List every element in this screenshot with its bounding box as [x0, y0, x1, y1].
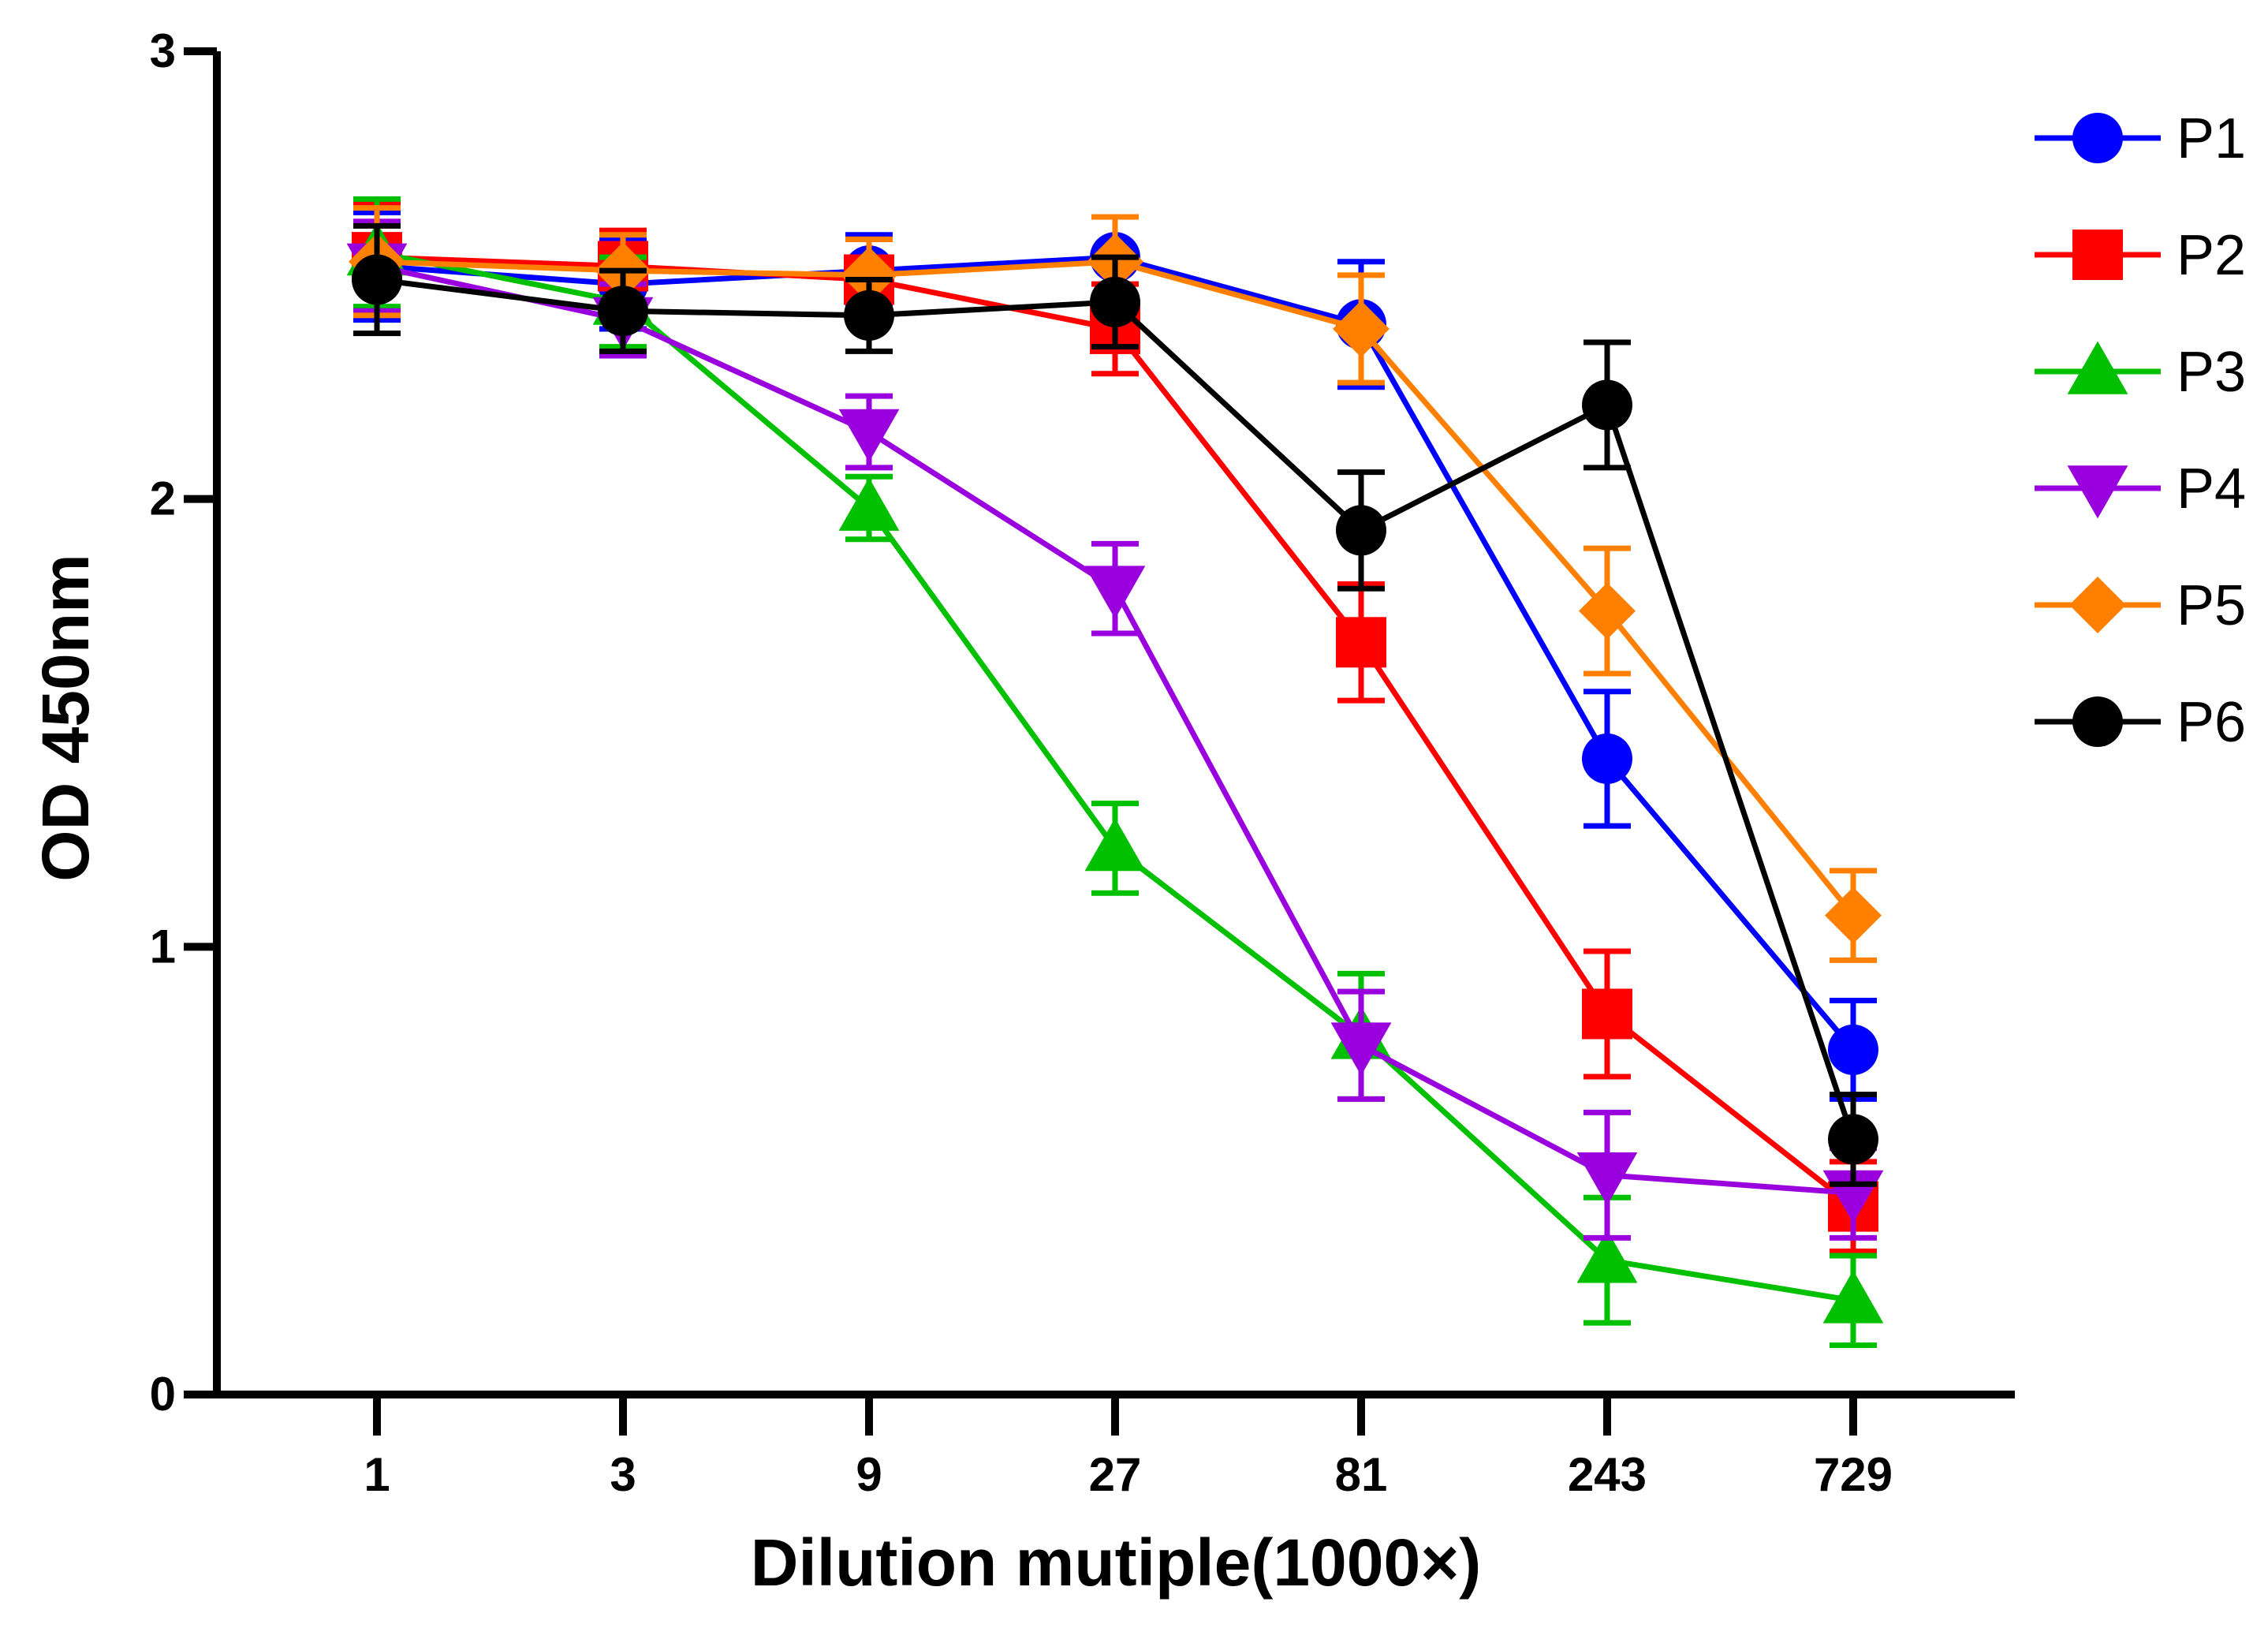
legend-marker [2067, 465, 2128, 519]
x-tick-label: 27 [1089, 1448, 1142, 1501]
data-point [844, 289, 894, 341]
data-point [1576, 1152, 1638, 1206]
data-point [841, 246, 897, 304]
legend-label: P4 [2177, 457, 2246, 521]
data-point [1828, 1114, 1878, 1165]
legend-label: P6 [2177, 691, 2246, 754]
x-tick-label: 9 [856, 1448, 882, 1501]
y-tick-label: 0 [150, 1368, 176, 1421]
x-tick-label: 729 [1814, 1448, 1893, 1501]
legend-item-p5: P5 [2035, 574, 2246, 637]
data-point [352, 254, 402, 305]
data-point [1084, 818, 1146, 872]
data-point [1336, 617, 1386, 668]
legend: P1 P2 P3 P4 P5 P6 [2035, 107, 2246, 754]
legend-marker [2072, 230, 2123, 280]
data-point [1333, 300, 1390, 357]
legend-marker [2072, 696, 2123, 747]
series-p2 [352, 200, 1878, 1254]
legend-label: P5 [2177, 574, 2246, 637]
legend-label: P2 [2177, 224, 2246, 287]
data-point [1084, 566, 1146, 619]
legend-item-p1: P1 [2035, 107, 2246, 170]
data-point [1582, 988, 1632, 1040]
legend-item-p2: P2 [2035, 224, 2246, 287]
legend-marker [2067, 341, 2128, 394]
legend-marker [2069, 577, 2126, 633]
data-point [1825, 887, 1882, 944]
series-p6 [352, 222, 1878, 1187]
y-axis-title: OD 450nm [28, 554, 103, 882]
legend-label: P3 [2177, 341, 2246, 404]
data-point [1582, 379, 1632, 431]
x-tick-label: 243 [1568, 1448, 1647, 1501]
series-layer [346, 196, 1884, 1349]
x-axis-title: Dilution mutiple(1000×) [751, 1525, 1481, 1600]
data-point [1336, 505, 1386, 556]
tick-layer: 0 1 2 3 1 3 9 27 81 243 729 [150, 24, 1893, 1501]
data-point [1582, 733, 1632, 784]
legend-label: P1 [2177, 107, 2246, 170]
data-point [838, 477, 900, 531]
data-point [1828, 1024, 1878, 1075]
x-tick-label: 3 [610, 1448, 636, 1501]
legend-item-p6: P6 [2035, 691, 2246, 754]
data-point [1330, 1022, 1392, 1076]
data-point [1579, 582, 1636, 640]
data-point [1576, 1230, 1638, 1283]
data-point [838, 409, 900, 462]
y-tick-label: 1 [150, 920, 176, 973]
x-tick-label: 81 [1335, 1448, 1388, 1501]
legend-marker [2072, 113, 2123, 163]
x-tick-label: 1 [364, 1448, 390, 1501]
y-tick-label: 2 [150, 472, 176, 525]
data-point [1822, 1270, 1884, 1324]
data-point [598, 286, 648, 337]
legend-item-p4: P4 [2035, 457, 2246, 521]
data-point [1090, 276, 1140, 327]
y-tick-label: 3 [150, 24, 176, 77]
legend-item-p3: P3 [2035, 341, 2246, 404]
